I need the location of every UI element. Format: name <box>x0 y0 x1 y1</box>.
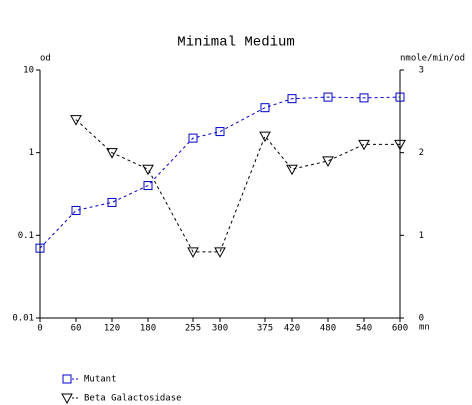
y2-tick-label: 3 <box>419 66 424 76</box>
x-tick-label: 420 <box>284 324 300 334</box>
x-tick-label: 375 <box>257 324 273 334</box>
chart-title: Minimal Medium <box>177 35 295 51</box>
x-tick-label: 0 <box>37 324 42 334</box>
y2-tick-label: 2 <box>419 148 424 158</box>
y-axis-label: od <box>40 54 51 64</box>
data-point <box>395 92 405 102</box>
x-axis-label: mn <box>419 323 430 333</box>
x-tick-label: 480 <box>320 324 336 334</box>
data-point <box>323 92 333 102</box>
x-tick-label: 120 <box>104 324 120 334</box>
data-point <box>106 148 118 159</box>
data-point <box>358 139 370 151</box>
x-tick-label: 255 <box>185 324 201 334</box>
data-point <box>286 164 298 176</box>
y-tick-label: 0.1 <box>18 231 34 241</box>
data-point <box>142 164 154 176</box>
series-line <box>75 119 400 253</box>
legend-label: Mutant <box>84 375 117 385</box>
x-tick-label: 300 <box>212 324 228 334</box>
legend-marker <box>62 374 72 384</box>
data-point <box>107 197 117 207</box>
data-point <box>287 94 297 104</box>
y2-axis-label: nmole/min/od <box>400 54 465 64</box>
y-tick-label: 0.01 <box>12 314 34 324</box>
data-point <box>322 156 334 167</box>
x-tick-label: 600 <box>392 324 408 334</box>
y-tick-label: 1 <box>29 148 34 158</box>
data-point <box>394 139 406 151</box>
y-tick-label: 10 <box>23 66 34 76</box>
data-point <box>214 247 226 258</box>
x-tick-label: 540 <box>356 324 372 334</box>
y2-tick-label: 0 <box>419 314 424 324</box>
series-line <box>39 96 401 249</box>
data-point <box>70 115 82 126</box>
x-tick-label: 60 <box>71 324 82 334</box>
legend-label: Beta Galactosidase <box>84 394 182 404</box>
legend-marker <box>61 393 73 405</box>
data-point <box>187 247 199 258</box>
data-point <box>259 131 271 143</box>
data-point <box>143 181 153 191</box>
data-point <box>260 103 270 113</box>
data-point <box>71 205 81 215</box>
data-point <box>215 127 225 137</box>
data-point <box>35 243 45 253</box>
x-tick-label: 180 <box>140 324 156 334</box>
data-point <box>359 93 369 103</box>
data-point <box>188 133 198 143</box>
y2-tick-label: 1 <box>419 231 424 241</box>
